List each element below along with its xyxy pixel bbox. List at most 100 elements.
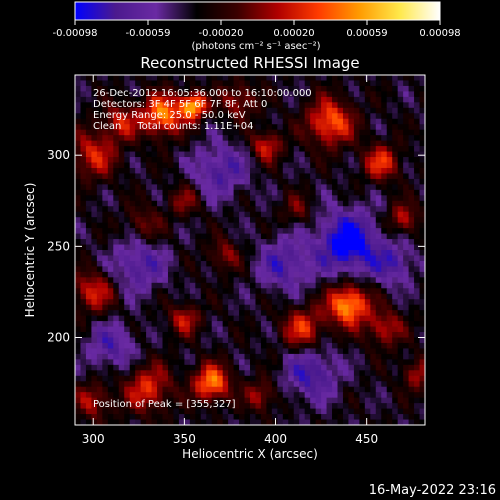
heatmap-cell: [408, 304, 415, 311]
heatmap-cell: [293, 255, 300, 262]
heatmap-cell: [244, 118, 251, 125]
heatmap-cell: [195, 178, 202, 185]
heatmap-cell: [255, 266, 262, 273]
heatmap-cell: [195, 386, 202, 393]
heatmap-cell: [113, 80, 120, 87]
heatmap-cell: [178, 75, 185, 81]
heatmap-cell: [386, 157, 393, 163]
heatmap-cell: [135, 260, 142, 267]
heatmap-cell: [113, 375, 120, 382]
heatmap-cell: [392, 332, 399, 338]
heatmap-cell: [310, 200, 317, 207]
heatmap-cell: [315, 348, 322, 355]
heatmap-cell: [342, 75, 349, 81]
heatmap-cell: [96, 96, 103, 103]
heatmap-cell: [260, 195, 267, 202]
heatmap-cell: [337, 91, 344, 98]
heatmap-cell: [80, 189, 87, 196]
heatmap-cell: [359, 206, 366, 213]
heatmap-cell: [271, 91, 278, 98]
heatmap-cell: [364, 102, 371, 109]
heatmap-cell: [151, 386, 158, 393]
heatmap-cell: [414, 195, 420, 202]
heatmap-cell: [348, 277, 355, 284]
heatmap-cell: [102, 310, 109, 317]
heatmap-cell: [135, 222, 142, 229]
heatmap-cell: [135, 370, 142, 377]
heatmap-cell: [135, 189, 142, 196]
heatmap-cell: [397, 353, 404, 360]
heatmap-cell: [222, 107, 229, 114]
heatmap-cell: [271, 293, 278, 300]
heatmap-cell: [96, 200, 103, 207]
heatmap-cell: [326, 217, 333, 224]
heatmap-cell: [359, 167, 366, 174]
heatmap-cell: [397, 80, 404, 87]
heatmap-cell: [211, 113, 218, 120]
heatmap-cell: [178, 321, 185, 327]
heatmap-cell: [167, 217, 174, 224]
heatmap-cell: [135, 266, 142, 273]
heatmap-cell: [260, 408, 267, 415]
heatmap-cell: [244, 217, 251, 224]
heatmap-cell: [375, 321, 382, 327]
heatmap-cell: [381, 304, 388, 311]
heatmap-cell: [75, 91, 81, 98]
heatmap-cell: [102, 239, 109, 245]
heatmap-cell: [310, 233, 317, 240]
heatmap-cell: [151, 321, 158, 327]
heatmap-cell: [337, 392, 344, 399]
heatmap-cell: [408, 167, 415, 174]
heatmap-cell: [364, 75, 371, 81]
heatmap-cell: [419, 293, 426, 300]
heatmap-cell: [375, 359, 382, 366]
heatmap-cell: [233, 75, 240, 81]
heatmap-cell: [211, 266, 218, 273]
heatmap-cell: [75, 124, 81, 131]
heatmap-cell: [370, 85, 377, 92]
heatmap-cell: [304, 129, 311, 136]
heatmap-cell: [80, 359, 87, 366]
heatmap-cell: [91, 370, 98, 377]
heatmap-cell: [370, 167, 377, 174]
heatmap-cell: [408, 96, 415, 103]
heatmap-cell: [370, 217, 377, 224]
heatmap-cell: [146, 96, 152, 103]
heatmap-cell: [408, 370, 415, 377]
heatmap-cell: [244, 124, 251, 131]
heatmap-cell: [129, 288, 136, 295]
heatmap-cell: [359, 419, 366, 426]
heatmap-cell: [118, 195, 125, 202]
heatmap-cell: [342, 91, 349, 98]
heatmap-cell: [255, 91, 262, 98]
heatmap-cell: [326, 359, 333, 366]
heatmap-cell: [233, 370, 240, 377]
heatmap-cell: [370, 146, 377, 152]
heatmap-cell: [408, 250, 415, 256]
heatmap-cell: [260, 173, 267, 180]
heatmap-cell: [200, 315, 207, 322]
heatmap-cell: [293, 228, 300, 234]
heatmap-cell: [80, 310, 87, 317]
heatmap-cell: [129, 140, 136, 147]
heatmap-cell: [80, 113, 87, 120]
heatmap-cell: [266, 118, 273, 125]
heatmap-cell: [96, 162, 103, 169]
heatmap-cell: [75, 419, 81, 426]
heatmap-cell: [113, 321, 120, 327]
heatmap-cell: [157, 195, 163, 202]
heatmap-cell: [75, 370, 81, 377]
heatmap-cell: [250, 118, 256, 125]
heatmap-cell: [173, 80, 180, 87]
heatmap-cell: [217, 140, 224, 147]
heatmap-cell: [271, 140, 278, 147]
heatmap-cell: [228, 118, 234, 125]
heatmap-cell: [244, 381, 251, 388]
heatmap-cell: [91, 299, 98, 306]
heatmap-cell: [189, 228, 196, 234]
heatmap-cell: [151, 157, 158, 163]
heatmap-cell: [118, 414, 125, 420]
heatmap-cell: [173, 326, 180, 333]
heatmap-cell: [414, 370, 420, 377]
heatmap-cell: [113, 364, 120, 371]
